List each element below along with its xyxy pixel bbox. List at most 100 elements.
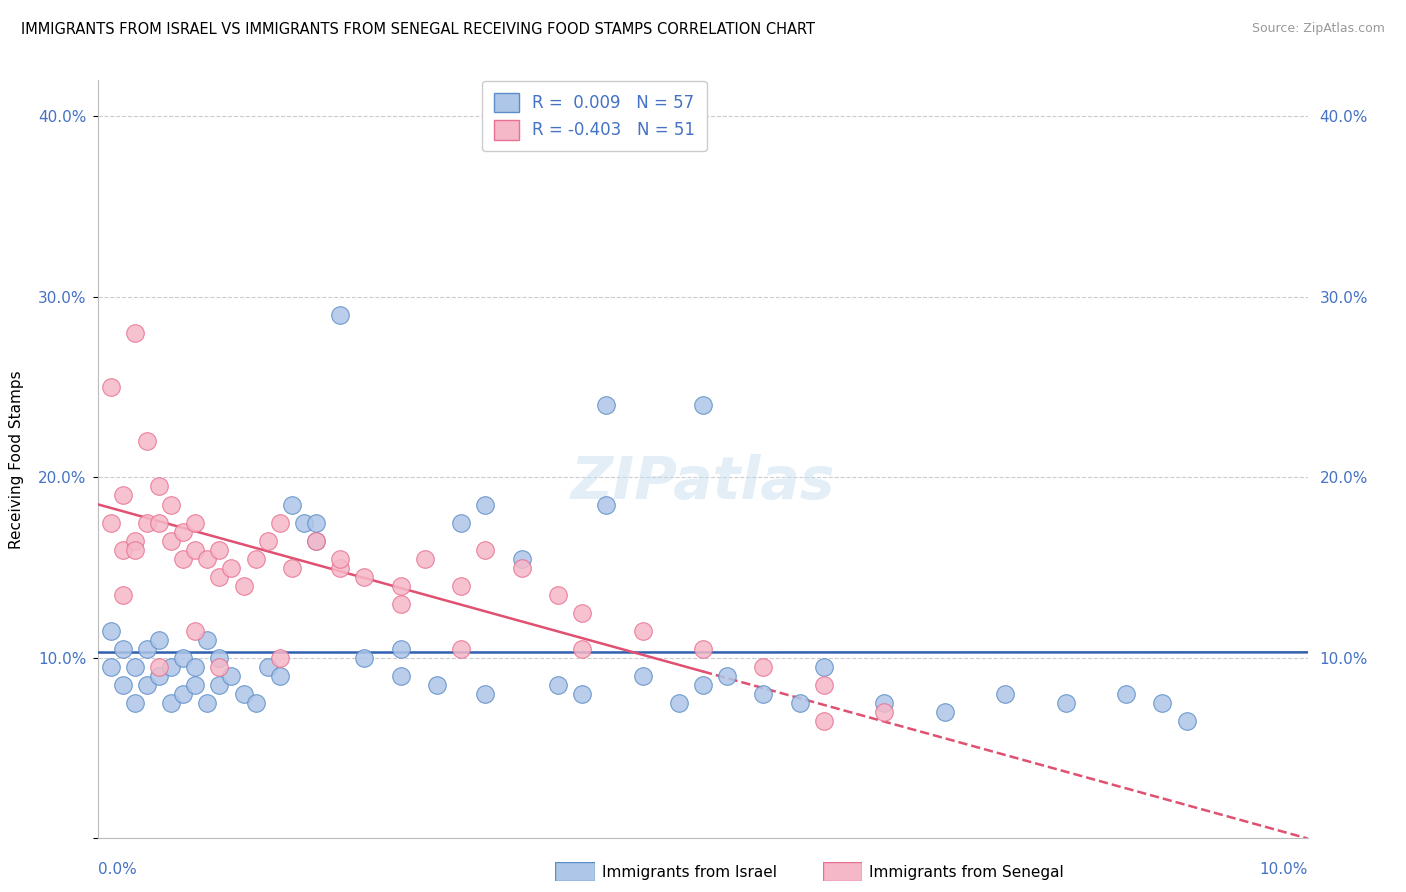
Point (124, 660, 146, 674)
Point (813, 678, 835, 692)
Point (184, 660, 207, 674)
Point (547, 678, 569, 692)
Point (100, 380, 122, 394)
Point (692, 642, 714, 657)
Point (716, 669, 738, 683)
Point (160, 498, 183, 512)
Point (353, 651, 375, 665)
Point (668, 696, 690, 710)
Point (135, 642, 157, 657)
Point (184, 678, 207, 692)
Point (160, 660, 183, 674)
Point (281, 560, 304, 574)
Text: 0.0%: 0.0% (98, 862, 138, 877)
Point (389, 642, 412, 657)
Point (595, 398, 617, 412)
Text: IMMIGRANTS FROM ISRAEL VS IMMIGRANTS FROM SENEGAL RECEIVING FOOD STAMPS CORRELAT: IMMIGRANTS FROM ISRAEL VS IMMIGRANTS FRO… (21, 22, 815, 37)
Point (221, 669, 243, 683)
Point (692, 398, 714, 412)
Point (269, 516, 291, 530)
Point (281, 498, 304, 512)
Point (208, 660, 231, 674)
Point (450, 579, 472, 593)
Point (329, 551, 352, 566)
Point (426, 678, 449, 692)
Point (292, 516, 315, 530)
Point (813, 714, 835, 728)
Point (631, 669, 654, 683)
Point (124, 533, 146, 548)
Point (111, 542, 134, 557)
Text: Immigrants from Israel: Immigrants from Israel (602, 865, 776, 880)
Point (269, 669, 291, 683)
Point (184, 516, 207, 530)
Point (474, 498, 496, 512)
Point (100, 516, 122, 530)
Point (172, 687, 194, 701)
Point (269, 651, 291, 665)
Point (135, 516, 157, 530)
Point (208, 651, 231, 665)
Point (111, 678, 134, 692)
Point (752, 687, 775, 701)
Point (208, 570, 231, 584)
Point (571, 642, 593, 657)
Point (245, 696, 267, 710)
Point (474, 687, 496, 701)
Point (221, 560, 243, 574)
Point (752, 660, 775, 674)
Point (873, 705, 896, 719)
Point (389, 669, 412, 683)
Point (148, 660, 170, 674)
Point (148, 516, 170, 530)
Point (873, 696, 896, 710)
Point (124, 542, 146, 557)
Point (208, 678, 231, 692)
Point (124, 326, 146, 340)
Point (1175, 714, 1198, 728)
Point (135, 434, 157, 449)
Point (813, 660, 835, 674)
Y-axis label: Receiving Food Stamps: Receiving Food Stamps (10, 370, 24, 549)
Point (474, 542, 496, 557)
Text: ZIPatlas: ZIPatlas (571, 454, 835, 510)
Point (245, 551, 267, 566)
Point (184, 624, 207, 638)
Point (135, 678, 157, 692)
Point (547, 588, 569, 602)
Point (256, 660, 278, 674)
Point (184, 542, 207, 557)
Point (1054, 696, 1077, 710)
Point (100, 660, 122, 674)
Point (389, 597, 412, 611)
Point (195, 696, 218, 710)
Text: 10.0%: 10.0% (1260, 862, 1308, 877)
Text: Immigrants from Senegal: Immigrants from Senegal (869, 865, 1064, 880)
Point (256, 533, 278, 548)
Point (994, 687, 1017, 701)
Point (100, 624, 122, 638)
Point (111, 588, 134, 602)
Point (692, 678, 714, 692)
Point (172, 651, 194, 665)
Point (450, 516, 472, 530)
Point (789, 696, 811, 710)
Point (450, 642, 472, 657)
Point (195, 632, 218, 647)
Point (1115, 687, 1137, 701)
Point (595, 498, 617, 512)
Point (148, 632, 170, 647)
Point (111, 488, 134, 502)
Point (389, 579, 412, 593)
Point (510, 551, 533, 566)
Point (195, 551, 218, 566)
Point (232, 687, 254, 701)
Point (148, 669, 170, 683)
Point (124, 696, 146, 710)
Point (1152, 696, 1174, 710)
Point (329, 308, 352, 322)
Point (305, 516, 328, 530)
Point (232, 579, 254, 593)
Point (413, 551, 436, 566)
Point (934, 705, 956, 719)
